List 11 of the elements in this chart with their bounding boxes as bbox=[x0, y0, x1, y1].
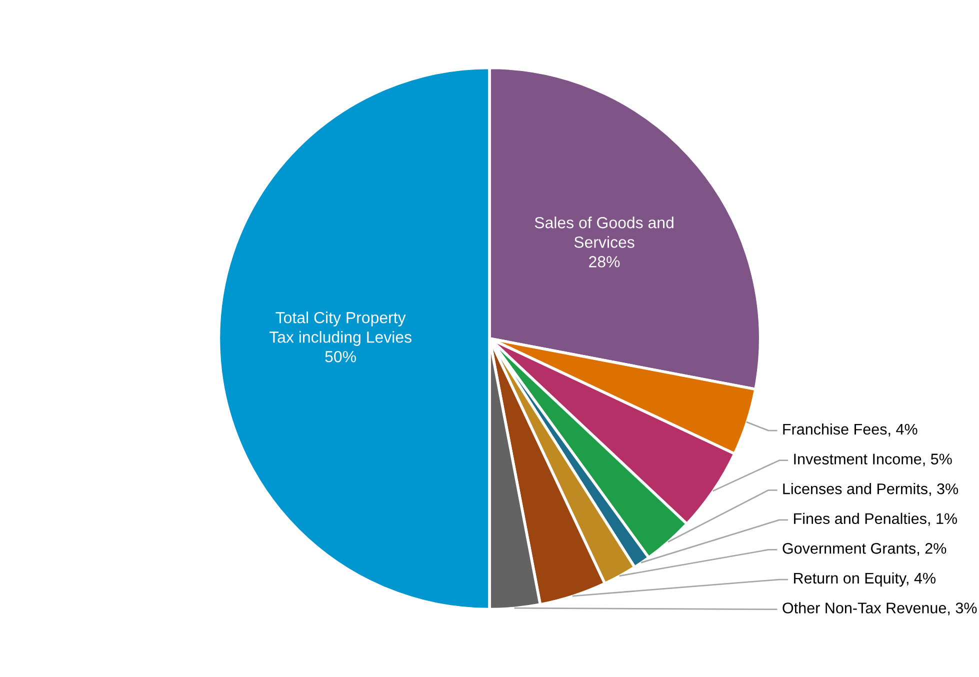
data-label: 50% bbox=[325, 350, 356, 362]
slice-label: Other Non-Tax Revenue, 3% bbox=[782, 602, 977, 616]
slice-label: Sales of Goods and Services bbox=[534, 216, 674, 248]
slice-label: Licenses and Permits, 3% bbox=[783, 483, 958, 496]
slice-label: Government Grants, 2% bbox=[782, 543, 946, 556]
slice-label: Return on Equity, 4% bbox=[794, 572, 936, 587]
slice-label: Investment Income, 5% bbox=[794, 454, 952, 466]
slice-label: Fines and Penalties, 1% bbox=[794, 512, 958, 526]
data-label: 28% bbox=[589, 256, 620, 268]
slice-label: Franchise Fees, 4% bbox=[783, 423, 918, 436]
slice-label: Total City Property Tax including Levies bbox=[269, 312, 412, 346]
